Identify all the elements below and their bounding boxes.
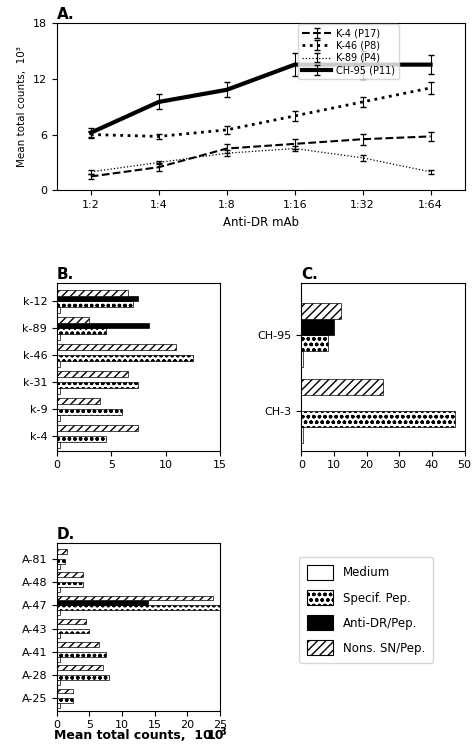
Bar <box>57 442 60 448</box>
Bar <box>57 582 83 587</box>
Bar <box>57 618 86 624</box>
Bar <box>57 675 109 680</box>
Y-axis label: Mean total counts,  10³: Mean total counts, 10³ <box>18 46 27 167</box>
Bar <box>57 600 148 606</box>
Bar <box>57 383 138 388</box>
Bar <box>57 355 193 361</box>
Bar <box>57 559 65 564</box>
Bar <box>57 665 102 671</box>
Text: D.: D. <box>57 527 75 542</box>
Bar <box>57 328 106 334</box>
Bar <box>57 409 122 415</box>
Bar <box>57 628 90 634</box>
Bar <box>57 699 73 703</box>
Bar <box>57 307 60 313</box>
Bar <box>57 323 149 328</box>
Text: 3: 3 <box>219 727 226 737</box>
Text: C.: C. <box>301 267 318 281</box>
Bar <box>57 703 60 708</box>
Bar <box>57 564 60 569</box>
Text: B.: B. <box>57 267 74 281</box>
Bar <box>57 680 60 685</box>
Bar <box>57 344 176 349</box>
Bar <box>57 371 128 376</box>
Bar <box>57 398 100 404</box>
Bar <box>57 642 99 647</box>
Bar <box>57 606 220 610</box>
Bar <box>57 587 60 592</box>
Bar <box>57 296 138 301</box>
Bar <box>57 301 133 307</box>
X-axis label: Anti-DR mAb: Anti-DR mAb <box>223 215 299 229</box>
Bar <box>57 415 60 420</box>
Bar <box>57 610 60 615</box>
Bar <box>301 351 303 367</box>
Bar <box>301 319 334 335</box>
Bar <box>301 411 455 426</box>
Bar <box>301 335 328 351</box>
Bar <box>57 657 60 662</box>
Bar <box>57 689 73 693</box>
Bar <box>57 596 213 600</box>
Bar <box>57 549 67 554</box>
Text: Mean total counts,  10: Mean total counts, 10 <box>54 730 211 742</box>
Bar <box>57 572 83 577</box>
Bar <box>301 426 303 442</box>
Bar <box>57 388 60 394</box>
Bar <box>57 634 60 638</box>
Text: 10: 10 <box>206 730 224 742</box>
Bar <box>57 436 106 442</box>
Bar <box>57 425 138 431</box>
Bar <box>57 334 60 339</box>
Bar <box>301 379 383 395</box>
Bar <box>57 652 106 657</box>
Text: A.: A. <box>57 7 74 21</box>
Bar <box>57 361 60 367</box>
Bar <box>301 302 341 319</box>
Legend: K-4 (P17), K-46 (P8), K-89 (P4), CH-95 (P11): K-4 (P17), K-46 (P8), K-89 (P4), CH-95 (… <box>298 24 399 79</box>
Bar <box>57 290 128 296</box>
Legend: Medium, Specif. Pep., Anti-DR/Pep., Nons. SN/Pep.: Medium, Specif. Pep., Anti-DR/Pep., Nons… <box>299 557 433 663</box>
Bar <box>57 317 90 323</box>
